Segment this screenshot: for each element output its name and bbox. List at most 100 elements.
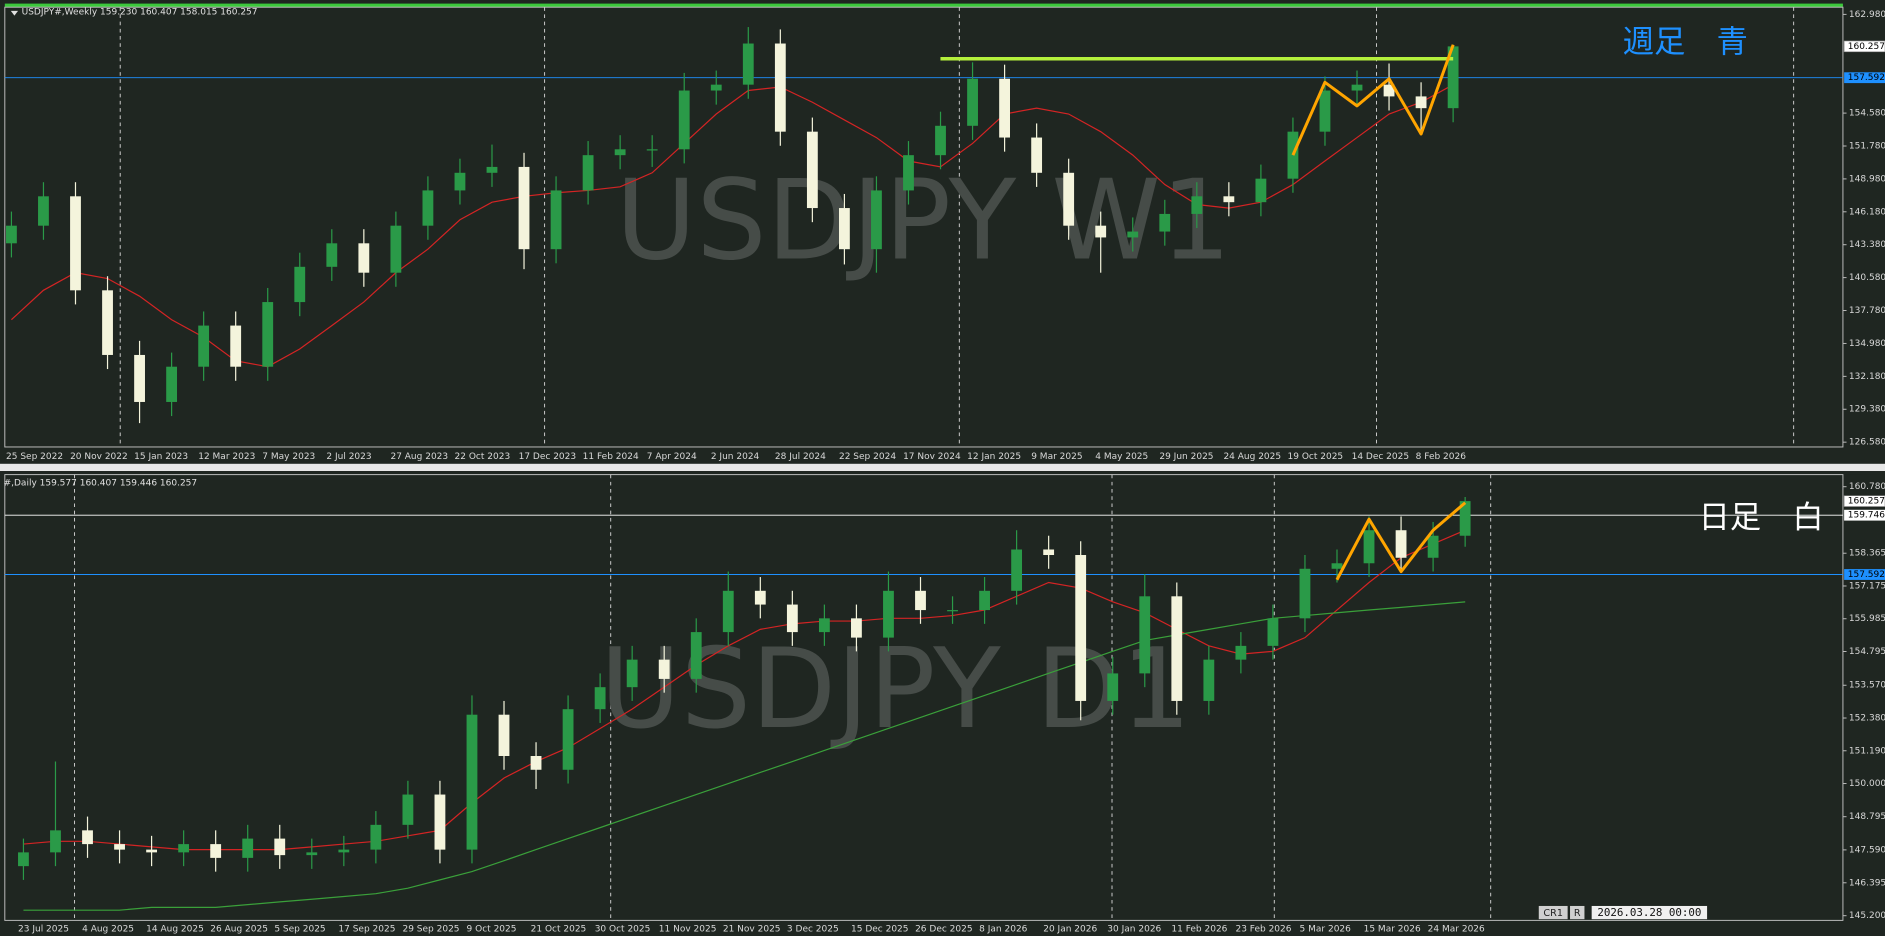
- y-tick-label: 154.580: [1849, 109, 1885, 119]
- price-tag: [1844, 569, 1885, 580]
- collapse-arrow[interactable]: [10, 10, 19, 16]
- candle-body: [402, 794, 414, 825]
- x-tick-label: 4 May 2025: [1095, 452, 1148, 462]
- y-tick-label: 137.780: [1849, 306, 1885, 316]
- x-tick-label: 8 Jan 2026: [979, 924, 1028, 934]
- plot-frame: [4, 6, 1844, 448]
- x-tick-label: 5 Mar 2026: [1300, 924, 1352, 934]
- candle-body: [198, 325, 210, 367]
- y-tick-label: 151.190: [1849, 746, 1885, 756]
- candle-body: [1363, 530, 1375, 564]
- candle-body: [530, 756, 542, 770]
- candle-body: [690, 632, 702, 679]
- y-tick-label: 146.180: [1849, 207, 1885, 217]
- x-tick-label: 22 Oct 2023: [455, 452, 511, 462]
- candle-body: [230, 325, 242, 367]
- x-tick-label: 29 Sep 2025: [402, 924, 459, 934]
- x-tick-label: 26 Dec 2025: [915, 924, 973, 934]
- status-box: [1591, 905, 1708, 920]
- candle-body: [466, 714, 478, 850]
- x-tick-label: 2 Jun 2024: [711, 452, 760, 462]
- x-tick-label: 24 Mar 2026: [1428, 924, 1485, 934]
- candle-body: [70, 196, 81, 291]
- status-time: 2026.03.28 00:00: [1597, 906, 1701, 919]
- candle-body: [1043, 549, 1055, 556]
- candle-body: [903, 155, 914, 191]
- last-price-label: 160.257: [1848, 497, 1885, 507]
- y-tick-label: 143.380: [1849, 240, 1885, 250]
- x-tick-label: 12 Jan 2025: [967, 452, 1021, 462]
- candle-body: [1459, 501, 1471, 536]
- y-tick-label: 153.570: [1849, 681, 1885, 691]
- candle-body: [1203, 659, 1215, 701]
- moving-average: [23, 529, 1466, 851]
- candle-body: [935, 125, 946, 156]
- candle-body: [1395, 530, 1407, 558]
- y-tick-label: 155.985: [1849, 614, 1885, 624]
- x-tick-label: 17 Dec 2023: [519, 452, 577, 462]
- status-item: CR1: [1543, 908, 1563, 919]
- price-tag: [1844, 509, 1885, 521]
- candle-body: [18, 852, 29, 867]
- candle-body: [550, 190, 562, 250]
- candle-body: [742, 43, 754, 85]
- candle-body: [262, 302, 274, 367]
- x-tick-label: 22 Sep 2024: [839, 452, 896, 462]
- candle-body: [134, 354, 145, 402]
- drawn-line: [1335, 501, 1467, 581]
- candle-body: [806, 131, 818, 209]
- candle-body: [294, 266, 306, 303]
- panel-divider[interactable]: [0, 463, 1885, 472]
- candle-body: [274, 838, 286, 856]
- candle-body: [1383, 84, 1395, 97]
- y-tick-label: 145.200: [1849, 911, 1885, 921]
- candle-body: [338, 849, 350, 853]
- x-tick-label: 23 Jul 2025: [18, 924, 69, 934]
- x-tick-label: 24 Aug 2025: [1223, 452, 1281, 462]
- x-tick-label: 26 Aug 2025: [210, 924, 268, 934]
- annotation: 日足 白: [1699, 500, 1824, 536]
- candle-body: [838, 208, 850, 250]
- period-separators: [74, 7, 1795, 921]
- candle-body: [454, 172, 466, 191]
- last-price-tag: [1843, 495, 1885, 507]
- y-tick-label: 151.780: [1849, 142, 1885, 152]
- y-tick-label: 158.365: [1849, 549, 1885, 559]
- price-tag-label: 157.592: [1848, 570, 1885, 580]
- candle-body: [646, 149, 658, 151]
- chart-header: USDJPY#,Weekly 159.230 160.407 158.015 1…: [22, 8, 258, 18]
- x-tick-label: 3 Dec 2025: [787, 924, 839, 934]
- candle-body: [658, 659, 670, 679]
- candle-body: [967, 78, 978, 126]
- candle-body: [871, 190, 882, 250]
- y-tick-label: 154.795: [1849, 647, 1885, 657]
- candle-body: [306, 852, 318, 856]
- x-tick-label: 5 Sep 2025: [274, 924, 325, 934]
- x-tick-label: 14 Aug 2025: [146, 924, 204, 934]
- x-tick-label: 2 Jul 2023: [326, 452, 371, 462]
- y-tick-label: 148.795: [1849, 812, 1885, 822]
- candle-body: [38, 196, 49, 226]
- x-tick-label: 17 Nov 2024: [903, 452, 961, 462]
- candle-body: [1267, 618, 1279, 646]
- candle-body: [1191, 196, 1203, 214]
- moving-average: [23, 601, 1466, 911]
- status-item: R: [1574, 908, 1581, 919]
- candle-body: [102, 290, 113, 355]
- candle-body: [678, 90, 690, 150]
- candle-body: [710, 84, 722, 91]
- x-tick-label: 7 May 2023: [262, 452, 315, 462]
- candle-body: [851, 618, 862, 638]
- y-tick-label: 134.980: [1849, 339, 1885, 349]
- x-tick-label: 11 Feb 2024: [583, 452, 639, 462]
- x-tick-label: 15 Mar 2026: [1364, 924, 1421, 934]
- x-tick-label: 9 Oct 2025: [467, 924, 517, 934]
- x-tick-label: 27 Aug 2023: [390, 452, 448, 462]
- candle-body: [626, 659, 638, 688]
- x-tick-label: 19 Oct 2025: [1288, 452, 1344, 462]
- candle-body: [947, 610, 958, 612]
- x-tick-label: 21 Nov 2025: [723, 924, 781, 934]
- y-tick-label: 160.780: [1849, 482, 1885, 492]
- price-tag-label: 159.746: [1848, 511, 1885, 521]
- y-tick-label: 146.395: [1849, 878, 1885, 888]
